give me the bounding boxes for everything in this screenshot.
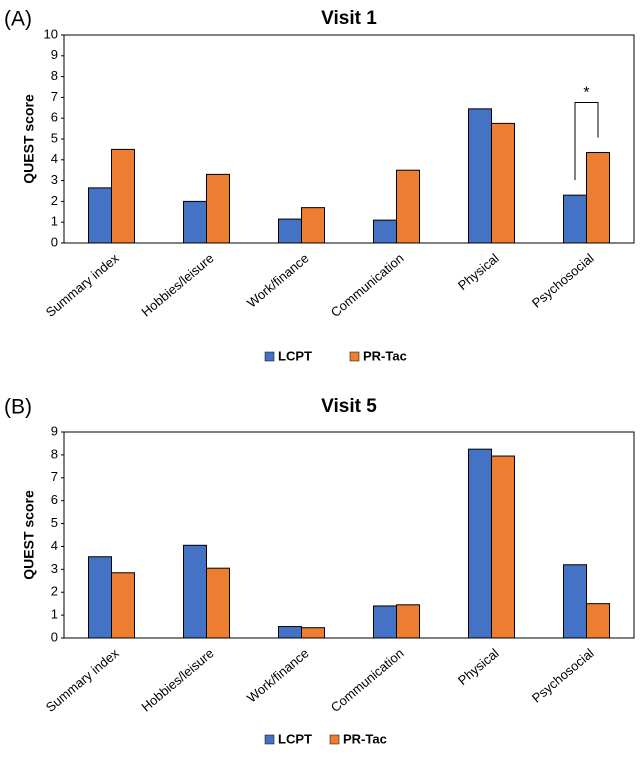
- x-tick-label: Summary index: [43, 645, 122, 715]
- y-tick-label: 6: [51, 110, 58, 125]
- y-tick-label: 6: [51, 492, 58, 507]
- bar: [468, 108, 492, 244]
- y-tick-label: 1: [51, 214, 58, 229]
- x-tick-label: Hobbies/leisure: [138, 250, 216, 319]
- chart-title: Visit 1: [321, 8, 377, 29]
- bar: [468, 448, 492, 639]
- bar: [491, 122, 515, 244]
- y-tick-label: 1: [51, 607, 58, 622]
- y-axis-label: QUEST score: [21, 94, 37, 184]
- y-tick-label: 3: [51, 561, 58, 576]
- legend-swatch: [264, 351, 275, 362]
- y-tick-label: 0: [51, 234, 58, 249]
- x-tick-label: Communication: [328, 645, 407, 715]
- bar: [111, 148, 135, 244]
- legend-label: LCPT: [278, 348, 312, 363]
- bar: [563, 564, 587, 639]
- bar: [278, 626, 302, 639]
- plot-frame: [63, 34, 635, 244]
- bar: [88, 556, 112, 639]
- x-tick-label: Hobbies/leisure: [138, 645, 216, 714]
- bar: [586, 152, 610, 244]
- y-tick-label: 4: [51, 538, 58, 553]
- bar: [206, 567, 230, 639]
- significance-bracket: [574, 102, 599, 181]
- bar: [491, 455, 515, 639]
- bar: [183, 200, 207, 244]
- bar: [586, 603, 610, 639]
- y-tick-label: 9: [51, 47, 58, 62]
- bar: [563, 194, 587, 244]
- legend-label: PR-Tac: [343, 731, 387, 746]
- bar: [88, 187, 112, 244]
- y-tick-label: 5: [51, 515, 58, 530]
- y-tick-label: 4: [51, 151, 58, 166]
- legend-swatch: [264, 734, 275, 745]
- bar: [396, 169, 420, 244]
- bar: [301, 207, 325, 244]
- y-tick-label: 7: [51, 469, 58, 484]
- legend-swatch: [329, 734, 340, 745]
- x-tick-label: Work/finance: [244, 250, 312, 310]
- legend-swatch: [349, 351, 360, 362]
- y-tick-label: 8: [51, 68, 58, 83]
- bar: [183, 544, 207, 639]
- significance-mark: *: [583, 85, 589, 102]
- chart-panel: (A) Visit 1 QUEST score 0 1 2 3 4 5 6 7 8 9 10 Summary…: [4, 8, 635, 363]
- x-tick-label: Work/finance: [244, 645, 312, 705]
- y-tick-label: 7: [51, 89, 58, 104]
- y-tick-label: 9: [51, 423, 58, 438]
- chart-panel: (B) Visit 5 QUEST score 0 1 2 3 4 5 6 7 8 9 Summary i…: [4, 396, 635, 746]
- y-tick-label: 10: [44, 26, 58, 41]
- y-axis-label: QUEST score: [21, 490, 37, 580]
- bar: [278, 218, 302, 244]
- y-tick-label: 8: [51, 446, 58, 461]
- x-tick-label: Physical: [455, 250, 502, 293]
- bar: [373, 219, 397, 244]
- y-tick-label: 3: [51, 172, 58, 187]
- y-tick-label: 5: [51, 130, 58, 145]
- x-tick-label: Psychosocial: [529, 645, 597, 705]
- bar: [301, 627, 325, 639]
- y-tick-label: 0: [51, 629, 58, 644]
- y-tick-label: 2: [51, 193, 58, 208]
- legend-label: PR-Tac: [363, 348, 407, 363]
- bar: [373, 605, 397, 639]
- x-tick-label: Psychosocial: [529, 250, 597, 310]
- x-tick-label: Summary index: [43, 250, 122, 320]
- bar: [111, 572, 135, 639]
- x-tick-label: Physical: [455, 645, 502, 688]
- bar: [206, 173, 230, 244]
- chart-title: Visit 5: [321, 396, 377, 417]
- bar: [396, 604, 420, 639]
- panel-label: (A): [4, 8, 32, 31]
- legend-label: LCPT: [278, 731, 312, 746]
- panel-label: (B): [4, 396, 32, 419]
- x-tick-label: Communication: [328, 250, 407, 320]
- plot-frame: [63, 431, 635, 639]
- y-tick-label: 2: [51, 584, 58, 599]
